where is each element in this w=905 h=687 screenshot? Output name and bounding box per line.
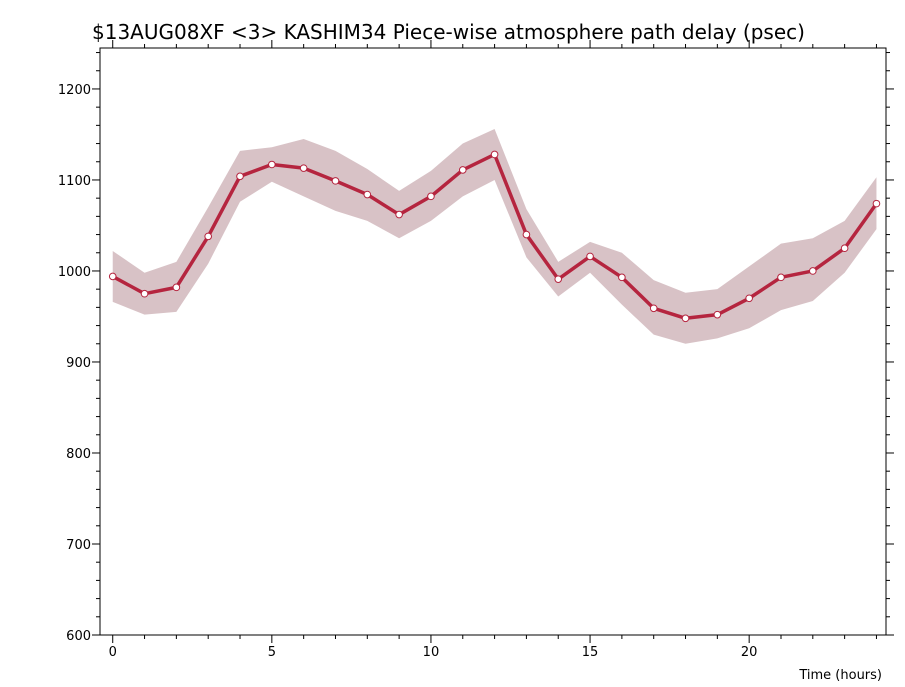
data-point bbox=[299, 164, 308, 172]
y-tick-label: 700 bbox=[66, 538, 91, 553]
data-point bbox=[427, 192, 435, 201]
data-point bbox=[649, 304, 658, 313]
axes: 600 700 800 900 1000 1100 1200 0 5 10 15 20 bbox=[58, 40, 894, 660]
chart-title: $13AUG08XF <3> KASHIM34 Piece-wise atmos… bbox=[92, 20, 805, 44]
data-point bbox=[490, 150, 499, 159]
x-tick-label: 20 bbox=[741, 645, 758, 660]
data-point bbox=[268, 160, 276, 169]
data-point bbox=[204, 232, 212, 241]
data-point bbox=[236, 172, 244, 181]
data-points-layer bbox=[108, 150, 881, 323]
data-point bbox=[618, 273, 626, 282]
data-point bbox=[363, 190, 372, 199]
data-point bbox=[172, 283, 181, 292]
data-point bbox=[777, 273, 785, 282]
x-tick-label: 10 bbox=[423, 645, 440, 660]
x-tick-label: 0 bbox=[109, 645, 117, 660]
x-axis-title: Time (hours) bbox=[798, 668, 882, 683]
data-point bbox=[140, 289, 149, 298]
y-tick-label: 600 bbox=[66, 629, 91, 644]
y-tick-label: 900 bbox=[66, 356, 91, 371]
data-point bbox=[554, 275, 563, 283]
y-tick-label: 800 bbox=[66, 447, 91, 462]
y-tick-label: 1200 bbox=[58, 83, 91, 98]
data-point bbox=[809, 267, 817, 275]
data-point bbox=[331, 177, 340, 185]
data-point bbox=[681, 314, 690, 323]
data-point bbox=[108, 272, 117, 281]
x-tick-label: 15 bbox=[582, 645, 599, 660]
data-point bbox=[872, 199, 881, 208]
data-point bbox=[458, 166, 467, 174]
error-band-layer bbox=[112, 128, 877, 344]
data-point bbox=[522, 230, 531, 239]
x-tick-label: 5 bbox=[268, 645, 276, 660]
error-band bbox=[112, 128, 877, 344]
data-point bbox=[840, 244, 849, 253]
data-point bbox=[586, 252, 594, 261]
y-tick-label: 1000 bbox=[58, 265, 91, 280]
data-point bbox=[395, 210, 403, 219]
y-tick-label: 1100 bbox=[58, 174, 91, 189]
plot-frame bbox=[99, 47, 887, 636]
data-point bbox=[745, 294, 753, 303]
data-point bbox=[713, 310, 722, 319]
